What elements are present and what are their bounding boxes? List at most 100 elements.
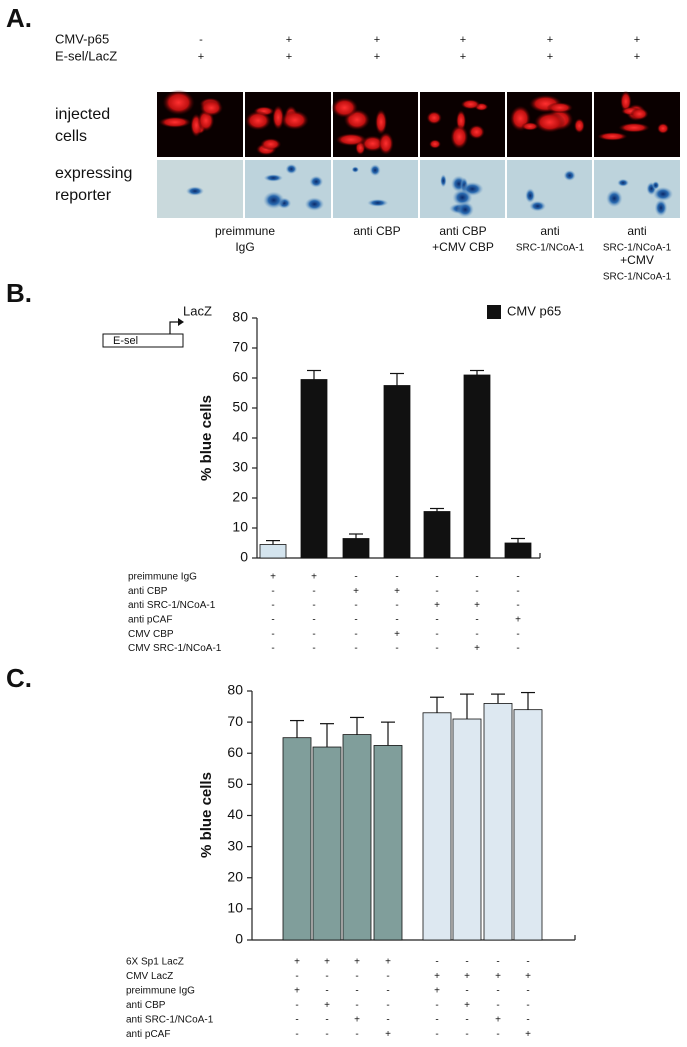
cell (534, 111, 566, 133)
condition-sign: - (526, 1015, 529, 1026)
condition-sign: - (386, 1015, 389, 1026)
y-tick-label: 60 (232, 369, 248, 385)
condition-sign: - (354, 572, 357, 583)
condition-sign: - (355, 986, 358, 997)
condition-label: anti CBP (126, 1000, 166, 1011)
blue-cell (456, 201, 474, 218)
condition-sign: - (465, 986, 468, 997)
blue-cell (367, 199, 389, 207)
condition-sign: - (271, 643, 274, 654)
cell (260, 138, 282, 151)
cell (546, 102, 573, 114)
condition-sign: + (294, 957, 300, 968)
condition-sign: - (496, 986, 499, 997)
condition-sign: - (395, 572, 398, 583)
condition-sign: + (385, 957, 391, 968)
condition-sign: - (516, 629, 519, 640)
blue-cell (651, 181, 660, 190)
condition-sign: - (271, 629, 274, 640)
y-tick-label: 20 (227, 868, 243, 884)
bar (422, 712, 452, 941)
condition-sign: + (495, 971, 501, 982)
legend-swatch (487, 305, 501, 319)
caption: anti (540, 224, 559, 238)
blue-cell (351, 166, 360, 173)
treatment-sign: + (634, 51, 640, 63)
bar (259, 544, 287, 559)
promoter-label: E-sel (113, 335, 138, 347)
condition-sign: - (435, 629, 438, 640)
condition-sign: - (435, 615, 438, 626)
condition-sign: - (516, 572, 519, 583)
cell (460, 99, 481, 110)
y-tick-label: 80 (227, 682, 243, 698)
condition-label: preimmune IgG (126, 986, 195, 997)
condition-sign: + (525, 971, 531, 982)
cell (378, 132, 394, 155)
bar (373, 745, 403, 941)
blue-cell (652, 186, 674, 202)
caption: preimmune (215, 224, 275, 238)
caption: anti CBP (353, 224, 400, 238)
condition-sign: + (385, 1029, 391, 1040)
blue-cell (440, 174, 447, 188)
blue-cell (369, 164, 381, 177)
cell (656, 122, 670, 134)
condition-sign: + (434, 971, 440, 982)
condition-sign: + (525, 1029, 531, 1040)
cell (244, 110, 272, 131)
row-label: expressing (55, 165, 132, 182)
bar (463, 374, 491, 559)
blue-cell (263, 191, 285, 210)
bar (312, 746, 342, 941)
condition-sign: - (435, 1015, 438, 1026)
condition-sign: - (496, 1000, 499, 1011)
row-label: reporter (55, 187, 112, 204)
y-tick-label: 20 (232, 489, 248, 505)
micrograph-stain (507, 160, 592, 218)
y-tick-label: 40 (227, 806, 243, 822)
cell (620, 90, 632, 113)
cell (426, 111, 442, 125)
condition-sign: - (386, 971, 389, 982)
y-tick-label: 40 (232, 429, 248, 445)
condition-sign: - (435, 572, 438, 583)
condition-sign: + (354, 957, 360, 968)
condition-label: anti pCAF (126, 1029, 170, 1040)
panel-label: B. (6, 278, 32, 308)
bar (513, 709, 543, 941)
condition-sign: + (495, 1015, 501, 1026)
condition-label: anti pCAF (128, 615, 172, 626)
blue-cell (654, 199, 668, 217)
condition-sign: + (474, 600, 480, 611)
condition-label: anti SRC-1/NCoA-1 (126, 1015, 214, 1026)
condition-sign: - (312, 643, 315, 654)
condition-sign: + (354, 1015, 360, 1026)
condition-sign: + (464, 971, 470, 982)
reporter-label: LacZ (183, 303, 212, 318)
cell (597, 132, 628, 141)
treatment-sign: + (634, 34, 640, 46)
cell (630, 107, 649, 121)
y-axis-label: % blue cells (198, 772, 215, 858)
condition-sign: - (325, 1015, 328, 1026)
blue-cell (529, 200, 547, 212)
condition-sign: - (325, 1029, 328, 1040)
blue-cell (563, 169, 576, 181)
row-label: injected (55, 106, 110, 123)
condition-sign: - (295, 1000, 298, 1011)
cell (280, 110, 309, 130)
condition-sign: - (496, 1029, 499, 1040)
y-tick-label: 70 (232, 339, 248, 355)
condition-sign: - (475, 572, 478, 583)
condition-sign: - (475, 586, 478, 597)
y-tick-label: 30 (232, 459, 248, 475)
condition-sign: + (434, 986, 440, 997)
blue-cell (309, 175, 324, 188)
condition-sign: - (465, 1015, 468, 1026)
condition-sign: - (355, 971, 358, 982)
condition-sign: - (516, 600, 519, 611)
condition-label: 6X Sp1 LacZ (126, 957, 184, 968)
condition-label: preimmune IgG (128, 572, 197, 583)
bar (383, 385, 411, 559)
